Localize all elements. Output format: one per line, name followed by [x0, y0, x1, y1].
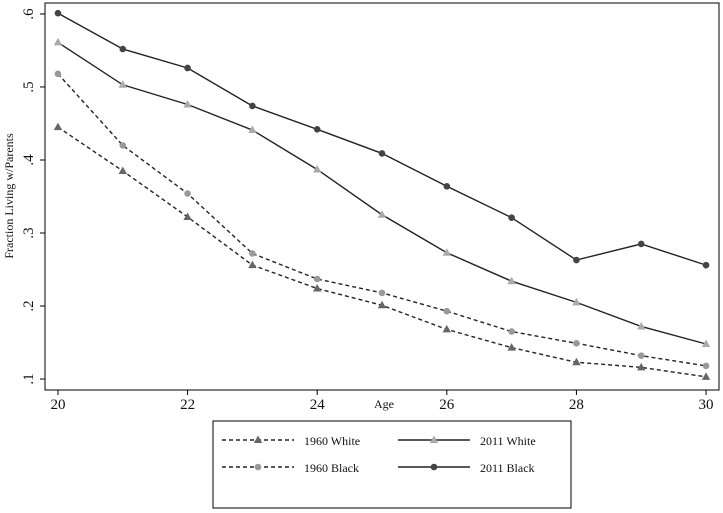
data-point-2011-white	[183, 99, 192, 108]
y-tick-label: .2	[21, 300, 37, 311]
data-point-2011-white	[53, 37, 63, 46]
x-tick-label: 20	[50, 397, 65, 413]
data-point-2011-black	[443, 182, 451, 190]
y-tick-label: .3	[21, 227, 37, 238]
data-point-1960-white	[442, 324, 452, 333]
data-point-1960-white	[248, 260, 257, 269]
plot-frame	[44, 2, 720, 391]
data-point-2011-black	[54, 9, 62, 17]
y-tick-label: .6	[21, 8, 37, 20]
x-tick-label: 24	[310, 397, 326, 413]
data-point-2011-black	[508, 214, 515, 221]
legend-label-1960-white: 1960 White	[304, 434, 360, 448]
x-tick-label: 22	[180, 397, 195, 413]
data-point-1960-black	[637, 352, 645, 359]
data-point-2011-black	[702, 261, 710, 269]
data-point-1960-black	[443, 307, 451, 315]
data-point-1960-black	[508, 328, 515, 335]
x-axis-label: Age	[374, 397, 394, 411]
data-point-2011-black	[378, 150, 386, 157]
legend-marker-1960-white	[253, 435, 263, 443]
data-point-2011-white	[377, 210, 387, 218]
data-point-2011-white	[248, 125, 257, 134]
legend-label-2011-black: 2011 Black	[480, 461, 535, 475]
data-point-1960-black	[702, 362, 710, 370]
legend-label-1960-black: 1960 Black	[304, 461, 359, 475]
legend-marker-1960-black	[254, 463, 262, 471]
y-tick-label: .4	[21, 154, 37, 166]
data-point-2011-white	[637, 321, 646, 330]
data-point-1960-white	[53, 122, 63, 131]
data-point-2011-black	[573, 256, 580, 264]
data-point-2011-white	[507, 276, 516, 285]
data-point-2011-white	[572, 297, 581, 306]
x-tick-label: 30	[699, 397, 714, 413]
data-point-1960-white	[183, 212, 192, 220]
data-point-1960-white	[701, 372, 711, 380]
y-axis: .1 .2 .3 .4 .5 .6	[21, 8, 45, 385]
data-point-1960-white	[377, 300, 387, 309]
data-point-1960-black	[184, 190, 191, 197]
y-tick-label: .1	[21, 373, 37, 384]
data-point-1960-white	[572, 357, 581, 366]
data-point-2011-white	[701, 339, 711, 347]
legend-marker-2011-white	[429, 435, 439, 443]
data-point-1960-white	[118, 166, 127, 174]
data-point-2011-black	[637, 240, 645, 248]
data-point-2011-white	[442, 248, 452, 256]
data-point-1960-white	[312, 284, 322, 292]
x-tick-label: 26	[439, 397, 455, 413]
legend-box	[212, 420, 572, 509]
y-tick-label: .5	[21, 81, 37, 92]
data-point-2011-black	[249, 102, 256, 110]
data-point-2011-black	[119, 45, 127, 53]
data-point-1960-black	[119, 142, 127, 149]
legend-label-2011-white: 2011 White	[480, 434, 536, 448]
data-point-2011-black	[313, 126, 321, 133]
y-axis-label: Fraction Living w/Parents	[2, 133, 16, 259]
data-point-1960-black	[249, 250, 256, 257]
legend-marker-2011-black	[430, 463, 438, 471]
data-point-2011-white	[118, 80, 127, 88]
data-point-1960-white	[637, 362, 646, 371]
data-point-1960-black	[313, 275, 321, 283]
x-axis: 20 22 24 26 28 30	[50, 390, 714, 413]
data-point-2011-black	[184, 64, 191, 72]
data-point-1960-black	[54, 70, 62, 78]
data-point-1960-white	[507, 343, 516, 351]
data-point-1960-black	[378, 289, 386, 297]
x-tick-label: 28	[569, 397, 584, 413]
data-point-2011-white	[312, 164, 322, 173]
legend: 1960 White 2011 White 1960 Black 2011 Black	[222, 434, 536, 475]
series-markers	[53, 9, 711, 380]
data-point-1960-black	[573, 339, 580, 347]
